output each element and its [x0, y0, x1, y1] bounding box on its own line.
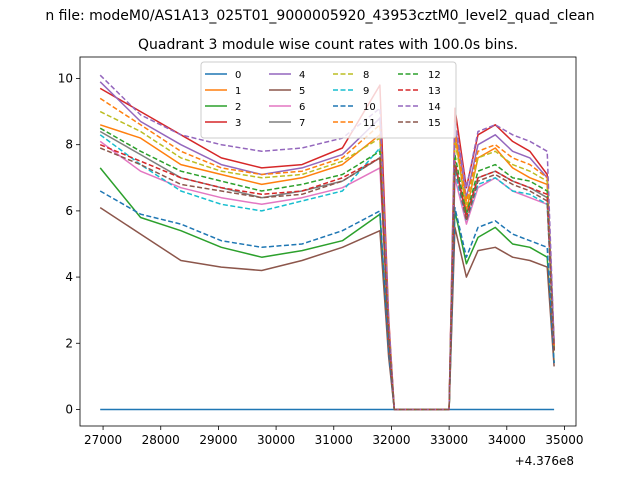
- y-tick-label: 6: [65, 204, 73, 218]
- x-tick-label: 27000: [84, 433, 122, 447]
- series-line-11: [99, 97, 555, 411]
- series-line-5: [99, 206, 555, 411]
- y-tick-label: 0: [65, 402, 73, 416]
- legend-box: [200, 61, 457, 139]
- legend-label-9: 9: [363, 86, 369, 97]
- legend-label-12: 12: [428, 70, 441, 81]
- series-layer: [99, 74, 555, 411]
- legend-label-4: 4: [299, 70, 305, 81]
- x-tick-label: 33000: [430, 433, 468, 447]
- x-tick-label: 31000: [315, 433, 353, 447]
- legend-label-0: 0: [235, 70, 241, 81]
- series-line-15: [99, 147, 555, 411]
- series-line-2: [99, 167, 555, 411]
- axis-layer: 27000 28000 29000 30000 31000 32000 33000 34000…: [58, 72, 584, 447]
- chart-title: Quadrant 3 module wise count rates with …: [138, 37, 518, 53]
- plot-area-frame: [79, 56, 577, 427]
- legend-label-2: 2: [235, 102, 241, 113]
- series-line-8: [99, 110, 555, 411]
- legend-label-1: 1: [235, 86, 241, 97]
- legend-label-8: 8: [363, 70, 369, 81]
- legend-label-5: 5: [299, 86, 305, 97]
- legend-label-10: 10: [363, 102, 376, 113]
- x-tick-label: 29000: [199, 433, 237, 447]
- figure-suptitle: n file: modeM0/AS1A13_025T01_9000005920_…: [45, 8, 594, 24]
- y-tick-label: 10: [58, 72, 73, 86]
- x-axis-offset-label: +4.376e8: [515, 454, 574, 468]
- x-tick-label: 30000: [257, 433, 295, 447]
- series-line-6: [99, 140, 555, 411]
- series-line-13: [99, 144, 555, 411]
- legend-label-14: 14: [428, 102, 441, 113]
- legend-label-7: 7: [299, 118, 305, 129]
- legend-label-15: 15: [428, 118, 441, 129]
- x-tick-label: 35000: [545, 433, 583, 447]
- y-tick-label: 4: [65, 270, 73, 284]
- legend-label-3: 3: [235, 118, 241, 129]
- x-tick-label: 34000: [488, 433, 526, 447]
- y-tick-label: 2: [65, 336, 73, 350]
- legend-label-13: 13: [428, 86, 441, 97]
- legend-label-11: 11: [363, 118, 376, 129]
- series-line-10: [99, 190, 555, 411]
- series-line-7: [99, 130, 555, 411]
- series-line-9: [99, 134, 555, 411]
- x-tick-label: 32000: [372, 433, 410, 447]
- y-tick-label: 8: [65, 138, 73, 152]
- legend-label-6: 6: [299, 102, 305, 113]
- x-tick-label: 28000: [142, 433, 180, 447]
